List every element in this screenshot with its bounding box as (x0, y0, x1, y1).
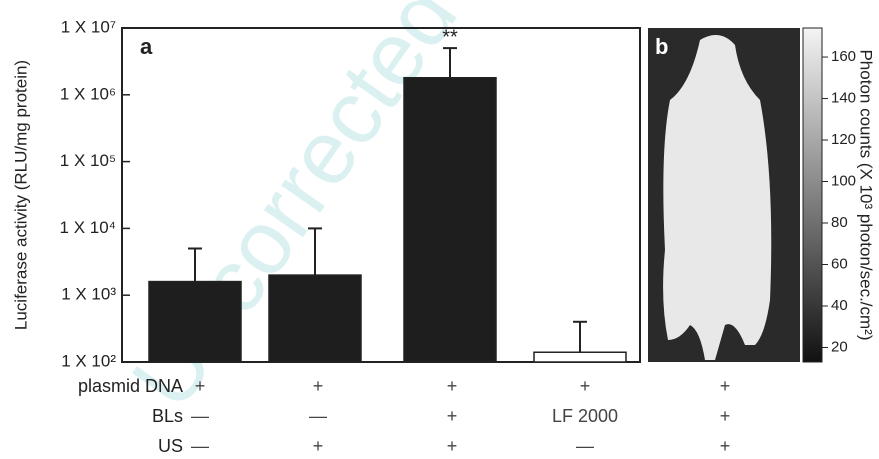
colorbar-tick-label: 60 (831, 255, 848, 272)
condition-value: + (580, 376, 591, 396)
condition-value: — (191, 406, 209, 426)
condition-value: — (576, 436, 594, 456)
condition-value: + (313, 376, 324, 396)
condition-value: + (720, 376, 731, 396)
y-tick-label: 1 X 10² (61, 351, 116, 370)
colorbar-tick-label: 100 (831, 172, 856, 189)
colorbar-tick-label: 120 (831, 131, 856, 148)
panel-label: a (140, 34, 153, 59)
colorbar (803, 28, 822, 362)
colorbar-tick-label: 80 (831, 214, 848, 231)
condition-value: LF 2000 (552, 406, 618, 426)
bar (404, 78, 496, 362)
condition-value: + (447, 406, 458, 426)
conditions: plasmid DNA + + + + + BLs — — + LF 2000 + US — + + — + (78, 376, 730, 456)
colorbar-tick-label: 20 (831, 338, 848, 355)
y-tick-label: 1 X 10⁷ (61, 17, 116, 36)
condition-value: + (720, 406, 731, 426)
bar (149, 282, 241, 362)
bar (534, 352, 626, 362)
condition-label: plasmid DNA (78, 376, 183, 396)
y-tick-label: 1 X 10⁴ (60, 218, 116, 237)
condition-value: + (313, 436, 324, 456)
colorbar-label: Photon counts (X 10³ photon/sec./cm²) (857, 49, 876, 340)
panel-label: b (655, 34, 668, 59)
condition-value: — (309, 406, 327, 426)
colorbar-tick-label: 140 (831, 90, 856, 107)
y-tick-label: 1 X 10³ (61, 285, 116, 304)
y-tick-label: 1 X 10⁵ (60, 151, 116, 170)
condition-value: + (447, 436, 458, 456)
colorbar-tick-label: 40 (831, 297, 848, 314)
colorbar-tick-label: 160 (831, 48, 856, 65)
y-tick-label: 1 X 10⁶ (60, 84, 116, 103)
annotation: ** (442, 26, 458, 48)
condition-value: + (720, 436, 731, 456)
condition-label: BLs (152, 406, 183, 426)
condition-value: + (447, 376, 458, 396)
condition-label: US (158, 436, 183, 456)
y-axis-label: Luciferase activity (RLU/mg protein) (11, 60, 30, 330)
condition-value: — (191, 436, 209, 456)
figure: Uncorrected a Luciferase activity (RLU/m… (0, 0, 879, 459)
condition-value: + (195, 376, 206, 396)
bar (269, 275, 361, 362)
